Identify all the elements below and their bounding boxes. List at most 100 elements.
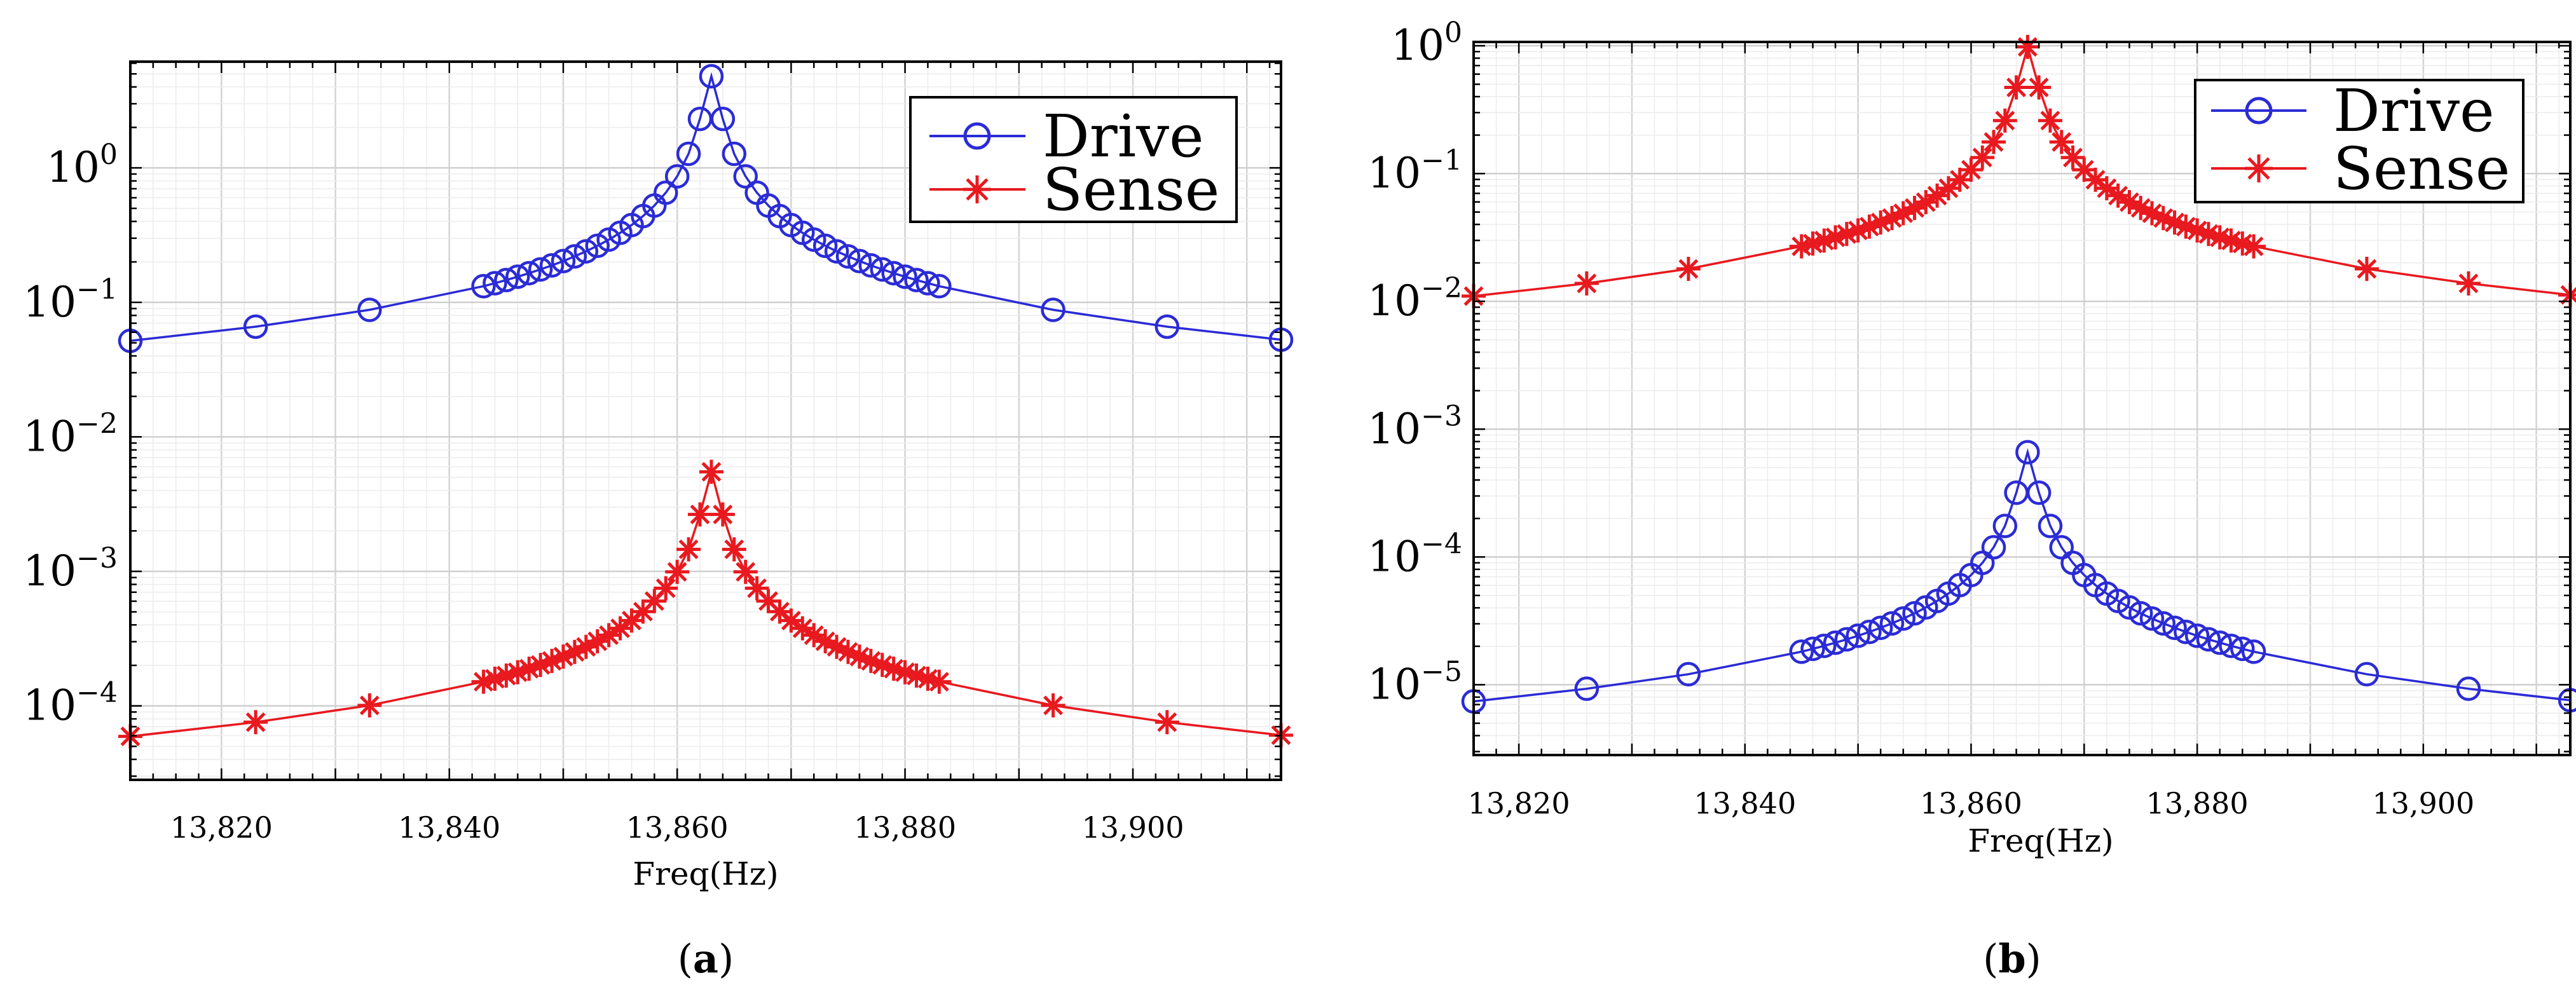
series-drive-b — [1461, 440, 2576, 714]
x-tick-label: 13,860 — [1920, 786, 2022, 821]
data-point-drive — [2162, 615, 2187, 641]
data-point-drive — [2015, 440, 2040, 465]
series-line-drive — [1473, 447, 2571, 703]
data-point-drive — [801, 227, 826, 252]
data-point-sense — [2242, 234, 2266, 259]
series-sense-b — [1462, 34, 2576, 308]
data-point-sense — [676, 537, 701, 562]
data-point-drive — [904, 268, 929, 292]
x-tick-labels-a: 13,820 13,840 13,860 13,880 13,900 — [170, 810, 1184, 845]
data-point-sense — [1947, 167, 1972, 192]
data-point-drive — [2219, 633, 2244, 658]
data-point-drive — [1574, 676, 1600, 701]
x-axis-title-b: Freq(Hz) — [1968, 822, 2113, 859]
data-point-sense — [2027, 75, 2052, 100]
data-point-drive — [847, 249, 872, 274]
data-point-drive — [881, 261, 906, 286]
data-point-sense — [2038, 108, 2062, 133]
data-point-drive — [1992, 514, 2018, 538]
data-point-sense — [1789, 234, 1814, 259]
data-point-sense — [528, 653, 553, 678]
data-point-drive — [1041, 297, 1065, 322]
y-tick-label: 10−4 — [23, 677, 118, 730]
y-tick-label: 10−3 — [23, 542, 118, 596]
x-tick-label: 13,820 — [1468, 786, 1570, 821]
data-point-drive — [483, 271, 507, 296]
y-tick-label: 10−5 — [1367, 655, 1462, 709]
legend-a: Drive Sense — [909, 96, 1238, 224]
data-point-drive — [494, 268, 519, 292]
y-tick-base: 10 — [23, 278, 76, 327]
data-point-drive — [1812, 633, 1837, 658]
data-point-drive — [471, 274, 496, 299]
y-tick-base: 10 — [1367, 660, 1421, 709]
data-point-sense — [2072, 158, 2097, 182]
data-point-sense — [357, 693, 382, 718]
data-point-sense — [1574, 271, 1599, 296]
y-tick-exponent: −3 — [76, 542, 118, 575]
data-point-drive — [357, 297, 382, 322]
data-point-drive — [1676, 662, 1701, 687]
x-tick-label: 13,840 — [398, 810, 500, 845]
data-point-sense — [2207, 225, 2232, 250]
legend-b: Drive Sense — [2194, 77, 2525, 203]
y-tick-base: 10 — [23, 681, 76, 730]
data-point-drive — [2230, 636, 2255, 662]
legend-label-drive-a: Drive — [1043, 102, 1204, 170]
y-tick-label: 100 — [46, 139, 118, 192]
data-point-sense — [654, 576, 678, 601]
data-point-sense — [710, 502, 735, 527]
y-tick-exponent: 0 — [1444, 17, 1462, 49]
data-point-drive — [1800, 636, 1825, 662]
x-axis-title-a: Freq(Hz) — [633, 855, 778, 892]
legend-marker-sense-a — [963, 175, 991, 203]
data-point-sense — [699, 460, 723, 484]
panel-a-chart: 13,820 13,840 13,860 13,880 13,900 10−410−31… — [23, 60, 1294, 982]
data-point-drive — [1879, 611, 1905, 636]
data-point-drive — [733, 164, 758, 189]
data-point-drive — [2354, 662, 2380, 687]
data-point-drive — [927, 274, 952, 299]
data-point-sense — [665, 559, 690, 584]
ticks-b — [1472, 42, 2570, 755]
data-point-drive — [2151, 611, 2176, 636]
data-point-sense — [927, 669, 952, 694]
panel-b-chart: 13,820 13,840 13,860 13,880 13,900 10−510−41… — [1367, 17, 2576, 982]
data-point-drive — [858, 253, 884, 278]
series-line-drive — [130, 72, 1282, 343]
data-point-sense — [2049, 130, 2074, 154]
y-tick-exponent: −1 — [1421, 144, 1462, 177]
data-point-drive — [1823, 630, 1848, 655]
data-point-sense — [2015, 34, 2040, 59]
plot-frame-b — [1472, 41, 2572, 756]
data-point-drive — [2049, 535, 2074, 560]
data-point-drive — [585, 233, 610, 258]
x-tick-label: 13,880 — [854, 810, 956, 845]
data-point-drive — [516, 261, 542, 286]
data-point-drive — [2207, 630, 2232, 655]
data-point-drive — [2184, 623, 2210, 648]
x-tick-label: 13,880 — [2146, 786, 2249, 821]
y-tick-label: 10−3 — [1367, 400, 1462, 453]
y-tick-label: 10−1 — [1367, 144, 1462, 198]
data-point-drive — [915, 271, 940, 296]
data-point-sense — [1982, 130, 2006, 154]
data-point-drive — [654, 180, 678, 205]
data-point-sense — [688, 502, 713, 527]
data-point-sense — [2060, 145, 2085, 170]
data-point-drive — [676, 141, 701, 167]
x-tick-label: 13,900 — [1082, 810, 1184, 845]
y-tick-base: 10 — [46, 143, 100, 192]
data-point-sense — [1834, 222, 1859, 247]
data-point-drive — [699, 64, 724, 89]
panel-caption-a: (a) — [678, 936, 734, 982]
legend-marker-sense-b — [2245, 154, 2273, 182]
data-point-sense — [243, 710, 268, 735]
data-point-drive — [573, 239, 599, 264]
data-point-sense — [517, 657, 542, 681]
data-point-sense — [1041, 693, 1065, 718]
data-point-drive — [528, 257, 553, 282]
series-layer-a — [118, 64, 1294, 749]
y-tick-exponent: 0 — [100, 139, 118, 171]
